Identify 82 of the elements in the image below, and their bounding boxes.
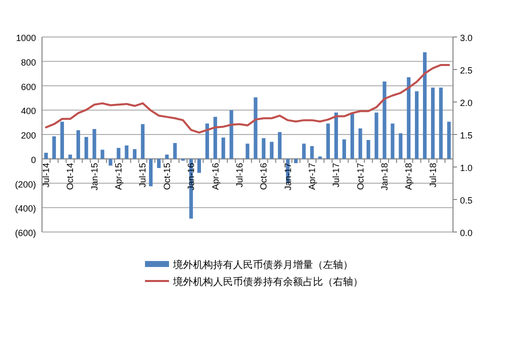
x-tick-label: Apr-17 [306,162,317,190]
y-tick-label: 400 [20,106,36,116]
x-tick-label: Oct-15 [162,162,172,190]
bar [390,124,394,159]
bar [44,152,48,159]
bar [302,144,306,159]
bar [294,158,298,164]
y2-tick-label: 1.0 [460,163,473,173]
x-tick-label: Apr-16 [210,162,220,190]
x-tick-label: Apr-15 [114,162,124,190]
bar [165,154,169,159]
bar [205,124,210,159]
bar [342,139,346,159]
x-tick-label: Oct-17 [355,162,366,190]
bar [246,144,250,159]
y2-tick-label: 3.0 [460,33,473,43]
bar [76,130,80,159]
bar [326,124,330,159]
y2-tick-label: 0.0 [460,228,473,238]
bar [350,112,354,159]
bar [108,158,112,166]
bar [148,158,153,186]
bar [222,138,226,159]
bar [366,140,370,159]
bar [382,81,386,159]
bar [100,150,104,159]
bar [414,91,419,159]
y-tick-label: 0 [30,154,36,165]
x-tick-label: Jul-15 [138,162,148,188]
y2-tick-label: 1.5 [460,130,473,140]
bar [92,129,96,159]
legend-label: 境外机构持有人民币债券月增量（左轴） [172,259,353,271]
bar [439,88,443,159]
bar [213,116,218,159]
bar [60,122,64,159]
bar [84,136,88,159]
x-tick-label: Apr-18 [404,162,414,190]
y2-tick-label: 2.0 [460,98,473,108]
y2-tick-label: 0.5 [460,196,473,206]
bar [334,112,338,159]
bar [374,112,378,159]
bar [157,158,161,168]
bar [262,138,266,159]
x-tick-label: Jul-14 [41,162,52,188]
bar [116,148,120,159]
x-tick-label: Jul-17 [331,162,342,188]
bar [398,133,402,159]
bar [230,110,234,159]
bar [52,136,56,159]
x-tick-label: Oct-16 [258,162,269,190]
bar [447,122,451,159]
bar [422,52,427,159]
x-tick-label: Jan-17 [282,162,293,190]
bar [132,149,136,159]
x-tick-label: Jan-18 [380,162,390,190]
x-tick-label: Jan-15 [89,162,100,190]
bar [270,142,274,159]
bar [431,88,435,159]
y-tick-label: (600) [14,228,36,238]
bar [358,128,362,159]
bar [173,143,177,159]
x-tick-label: Jan-16 [186,162,196,190]
y2-tick-label: 2.5 [460,66,473,76]
bar [124,145,128,159]
legend-label: 境外机构人民币债券持有余额占比（右轴） [172,276,363,288]
bar [406,77,410,159]
y-tick-label: (200) [14,179,36,190]
y-tick-label: (400) [14,204,36,214]
y-tick-label: 600 [20,82,36,92]
bar [68,154,72,159]
bar [278,132,282,159]
x-tick-label: Oct-14 [65,162,76,190]
bar [140,124,145,159]
bar [197,158,201,173]
x-tick-label: Jul-16 [234,162,244,188]
bar [318,156,322,159]
bar [254,97,258,159]
y-tick-label: 800 [20,57,36,68]
y-tick-label: 200 [20,130,36,140]
x-tick-label: Jul-18 [428,162,438,188]
bar [310,146,314,159]
y-tick-label: 1000 [16,33,36,43]
